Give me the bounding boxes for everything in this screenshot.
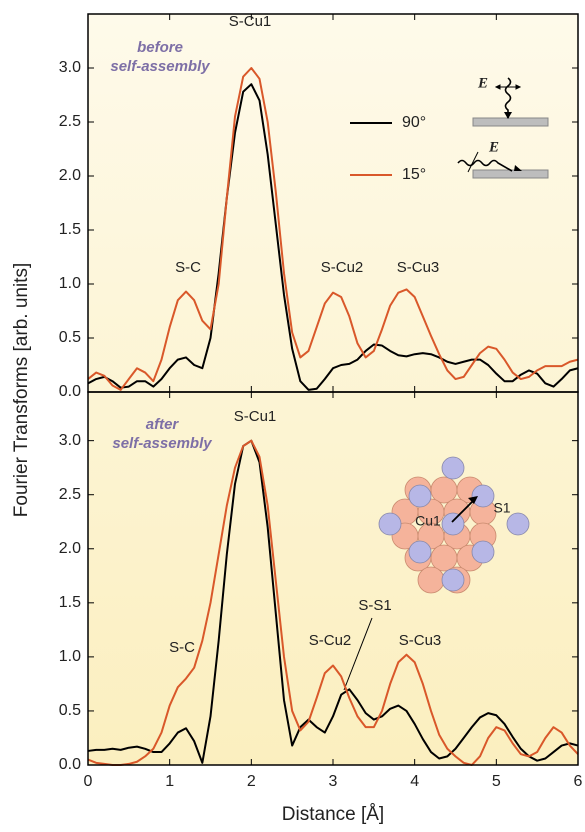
arrow-head (514, 165, 522, 171)
arrow-head (468, 496, 478, 504)
peak-label: S-C (169, 639, 195, 656)
data-line (87, 439, 579, 766)
peak-label: S-C (175, 259, 201, 276)
data-line (87, 83, 579, 391)
x-axis-label: Distance [Å] (282, 804, 384, 825)
arrow-head (504, 112, 512, 119)
data-line (87, 67, 579, 391)
field-symbol: E (477, 75, 488, 91)
x-tick-label: 2 (247, 773, 256, 790)
legend-label: 90° (402, 114, 426, 131)
y-tick-label: 0.5 (59, 329, 81, 346)
peak-label: S-Cu3 (399, 632, 442, 649)
inset-adsorbates (378, 456, 530, 592)
y-tick-label: 3.0 (59, 432, 81, 449)
inset-label: Cu1 (415, 513, 441, 529)
x-tick-label: 3 (329, 773, 338, 790)
peak-label: S-Cu2 (309, 632, 352, 649)
wave (457, 159, 513, 172)
field-symbol: E (488, 139, 499, 155)
leader-line (343, 617, 373, 691)
y-tick-label: 1.0 (59, 648, 81, 665)
x-tick-label: 5 (492, 773, 501, 790)
peak-label: S-Cu1 (234, 408, 277, 425)
y-tick-label: 0.0 (59, 756, 81, 773)
e-field (494, 84, 522, 90)
wave (504, 77, 512, 118)
panel-label: self-assembly (112, 435, 212, 452)
decoration (343, 77, 549, 691)
y-tick-label: 1.5 (59, 221, 81, 238)
x-tick-label: 1 (165, 773, 174, 790)
y-tick-label: 0.0 (59, 383, 81, 400)
panel-label: self-assembly (110, 58, 210, 75)
bond-arrow (451, 499, 475, 523)
peak-label: S-Cu2 (321, 259, 364, 276)
panel-label: before (137, 39, 183, 56)
y-tick-label: 2.0 (59, 167, 81, 184)
x-tick-label: 4 (410, 773, 419, 790)
y-axis-label: Fourier Transforms [arb. units] (11, 263, 32, 517)
y-tick-label: 3.0 (59, 59, 81, 76)
x-tick-label: 0 (84, 773, 93, 790)
surface (472, 169, 549, 179)
data-line (87, 439, 579, 764)
surface (472, 117, 549, 127)
x-tick-label: 6 (574, 773, 583, 790)
inset-label: S1 (493, 500, 510, 516)
panel-label: after (146, 416, 180, 433)
peak-label: S-Cu1 (229, 13, 272, 30)
y-tick-label: 2.0 (59, 540, 81, 557)
y-tick-label: 1.0 (59, 275, 81, 292)
e-field (467, 151, 479, 173)
y-tick-label: 2.5 (59, 486, 81, 503)
peak-label: S-S1 (358, 597, 391, 614)
y-tick-label: 1.5 (59, 594, 81, 611)
legend-label: 15° (402, 166, 426, 183)
peak-label: S-Cu3 (397, 259, 440, 276)
plot-frame (87, 391, 579, 766)
y-tick-label: 0.5 (59, 702, 81, 719)
y-tick-label: 2.5 (59, 113, 81, 130)
